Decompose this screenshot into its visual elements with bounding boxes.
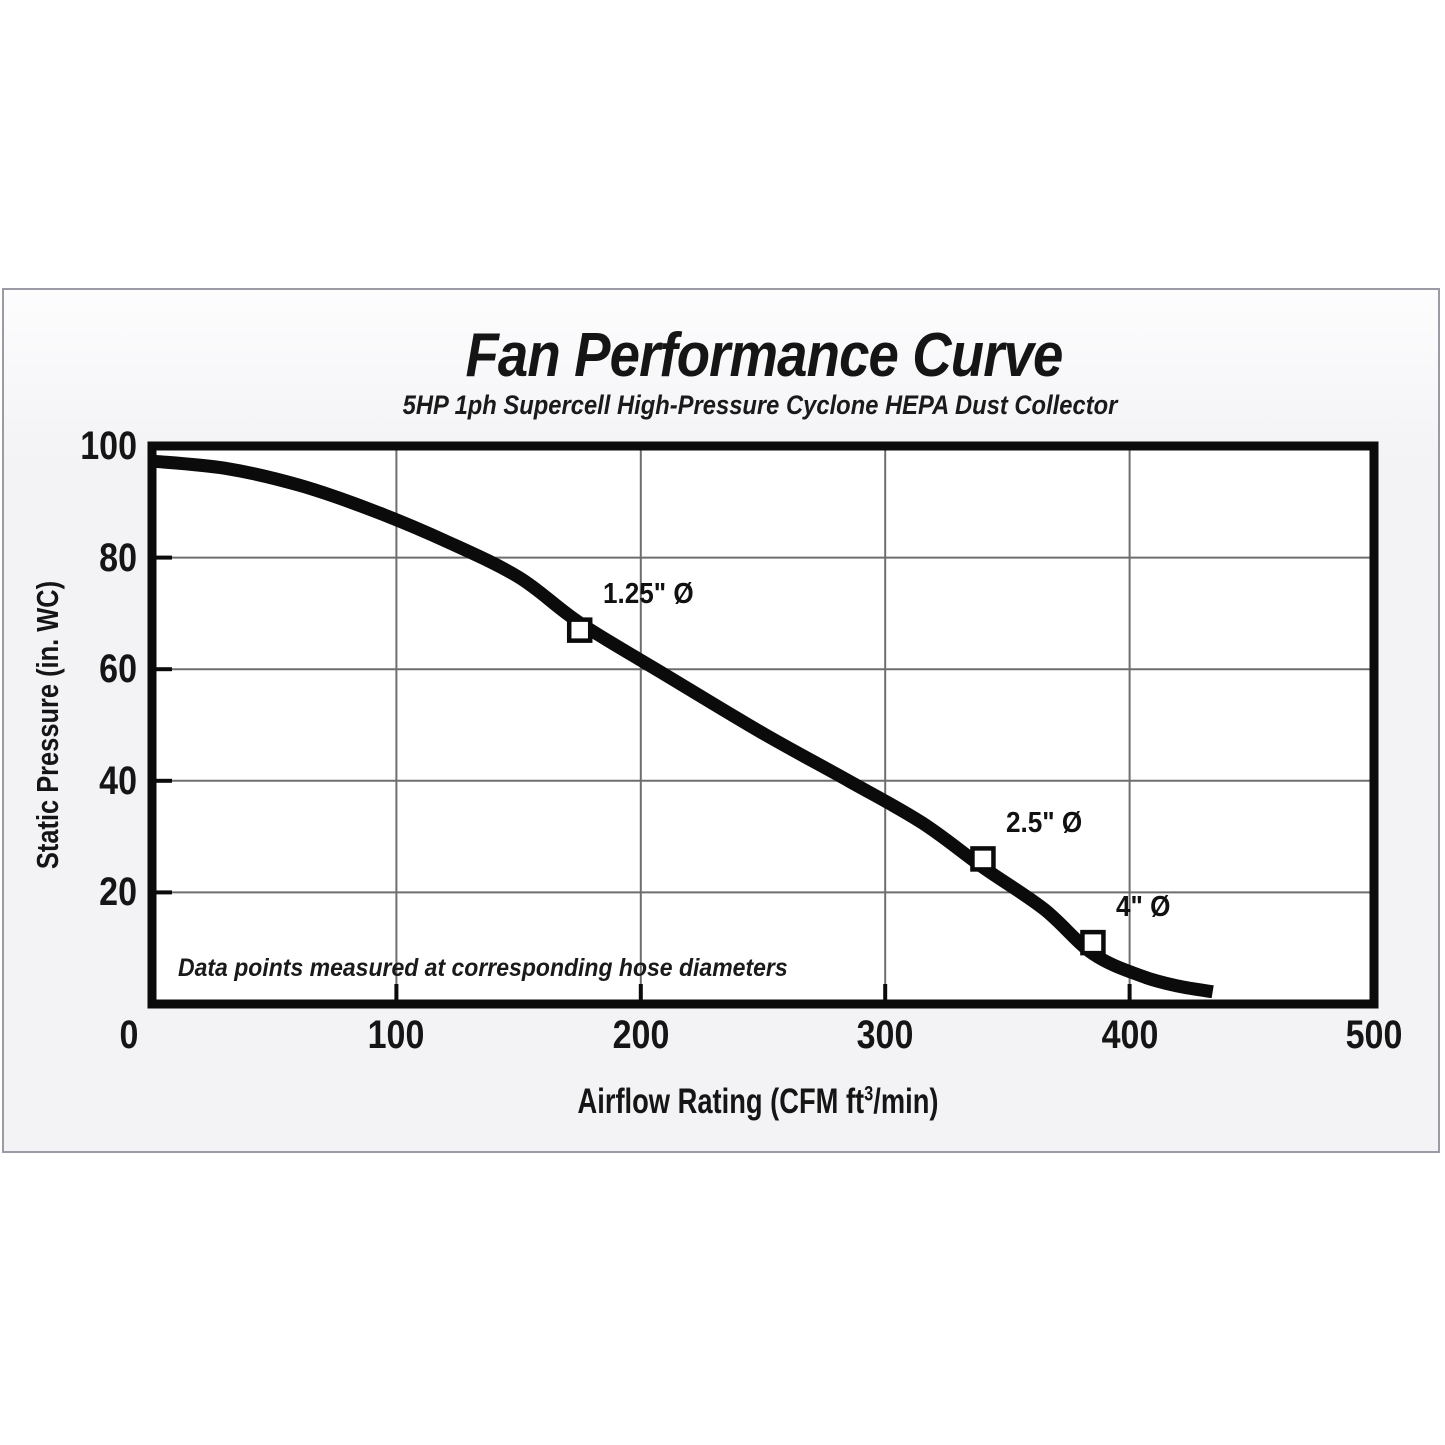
x-tick-label: 300	[856, 1013, 914, 1057]
data-point-marker	[566, 617, 593, 643]
y-axis-title: Static Pressure (in. WC)	[30, 580, 65, 870]
data-point-label: 1.25" Ø	[602, 578, 694, 611]
y-tick-label: 80	[99, 535, 137, 580]
x-tick-label: 400	[1101, 1013, 1158, 1057]
x-axis-title-superscript: 3	[864, 1082, 874, 1106]
data-point-label: 2.5" Ø	[1005, 806, 1083, 839]
x-axis-title-unit: /min)	[873, 1082, 939, 1121]
plot-border	[147, 441, 1379, 1009]
y-tick-label: 40	[99, 758, 137, 803]
chart-subtitle: 5HP 1ph Supercell High-Pressure Cyclone …	[402, 390, 1118, 420]
data-point-marker	[1080, 929, 1106, 956]
x-axis-title-text: Airflow Rating (CFM ft	[577, 1082, 865, 1121]
plot-background	[152, 446, 1374, 1004]
y-tick-label: 20	[99, 870, 137, 915]
y-tick-label: 100	[80, 424, 137, 468]
x-tick-label: 0	[119, 1013, 139, 1057]
data-point-label: 4" Ø	[1115, 890, 1171, 923]
x-tick-label: 200	[612, 1013, 670, 1057]
data-point-marker	[970, 846, 996, 872]
x-axis-title: Airflow Rating (CFM ft3/min)	[578, 1082, 939, 1122]
chart-title: Fan Performance Curve	[465, 321, 1063, 390]
x-tick-label: 100	[368, 1013, 425, 1057]
y-tick-label: 60	[99, 647, 137, 692]
x-tick-label: 500	[1345, 1013, 1403, 1057]
plot-note: Data points measured at corresponding ho…	[178, 954, 788, 982]
